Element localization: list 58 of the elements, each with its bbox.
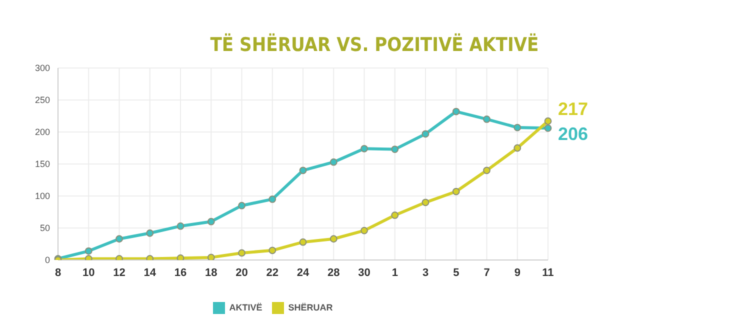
x-tick-label: 14 — [144, 266, 157, 279]
point — [238, 249, 246, 257]
y-tick-label: 100 — [34, 191, 50, 202]
x-tick-label: 11 — [542, 266, 554, 279]
x-tick-label: 7 — [484, 266, 490, 279]
point — [391, 146, 399, 153]
y-tick-label: 50 — [40, 223, 50, 234]
point — [544, 117, 552, 125]
point — [268, 246, 276, 254]
x-tick-label: 5 — [453, 266, 460, 279]
x-tick-label: 18 — [205, 266, 218, 279]
y-tick-label: 250 — [34, 95, 50, 106]
legend-label: AKTIVË — [229, 302, 262, 312]
legend-label: SHËRUAR — [288, 302, 333, 312]
point — [299, 166, 307, 174]
point — [84, 247, 92, 255]
data-label: 217 — [558, 99, 588, 120]
x-tick-label: 28 — [328, 266, 340, 279]
point — [238, 202, 246, 210]
point — [330, 235, 338, 243]
point — [544, 124, 552, 132]
point — [360, 144, 368, 152]
point — [422, 130, 430, 138]
x-tick-label: 16 — [174, 266, 187, 279]
x-tick-label: 1 — [392, 266, 398, 279]
x-tick-label: 20 — [236, 266, 248, 279]
point — [452, 188, 460, 196]
point — [514, 124, 522, 132]
point — [483, 166, 490, 174]
x-tick-label: 22 — [266, 266, 278, 279]
y-tick-label: 200 — [34, 127, 50, 138]
y-tick-label: 0 — [44, 255, 50, 266]
data-label: 206 — [558, 124, 588, 144]
point — [360, 226, 368, 234]
x-tick-label: 8 — [54, 266, 62, 279]
y-tick-label: 150 — [34, 159, 50, 170]
point — [176, 222, 184, 230]
point — [514, 144, 522, 152]
point — [483, 116, 490, 123]
point — [146, 229, 154, 237]
point — [330, 158, 338, 166]
point — [452, 108, 460, 116]
point — [207, 254, 215, 260]
point — [207, 218, 215, 226]
point — [391, 212, 399, 219]
point — [116, 235, 123, 243]
point — [422, 198, 430, 206]
x-tick-label: 24 — [296, 266, 310, 279]
point — [299, 238, 307, 246]
x-tick-label: 9 — [514, 266, 520, 279]
x-tick-label: 10 — [82, 266, 95, 279]
x-tick-label: 3 — [422, 266, 429, 279]
point — [176, 254, 184, 260]
x-tick-label: 30 — [358, 266, 370, 279]
y-tick-label: 300 — [34, 63, 50, 74]
x-tick-label: 12 — [113, 266, 126, 279]
chart-title: TË SHËRUAR VS. POZITIVË AKTIVË — [209, 32, 540, 58]
point — [268, 196, 276, 203]
